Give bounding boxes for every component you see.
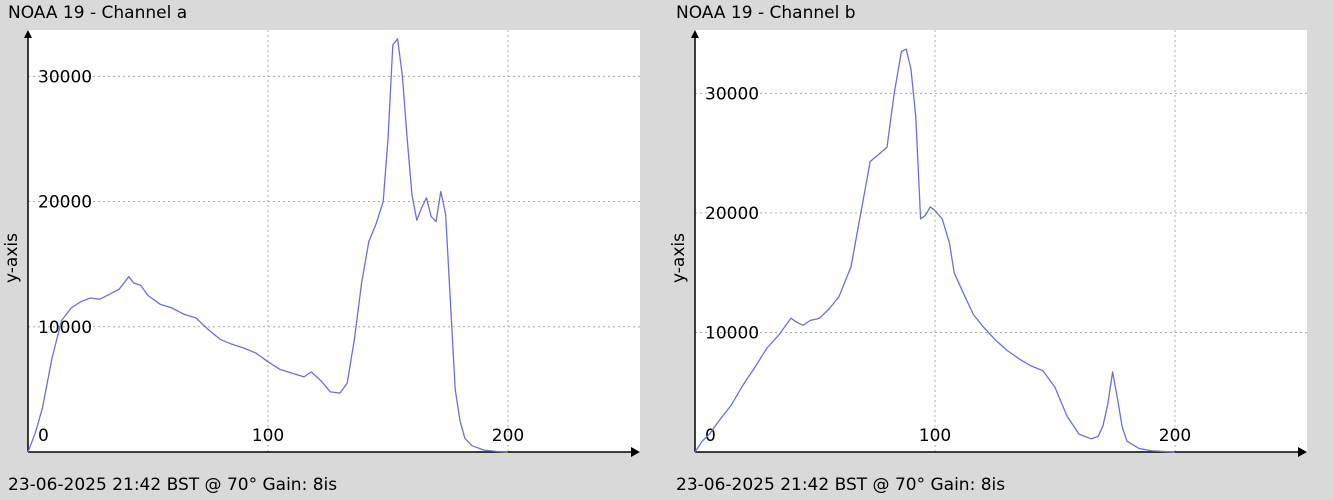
y-tick-label-b-30000: 30000	[705, 84, 759, 104]
y-axis-label-b: y-axis	[669, 233, 689, 283]
chart-b: 0 100 200 10000 20000 30000 y-axis	[669, 30, 1307, 457]
chart-footer-suffix-a: is	[323, 475, 338, 495]
y-tick-label-a-20000: 20000	[38, 193, 92, 213]
series-line-a-0	[27, 38, 509, 453]
series-line-b-0	[694, 48, 1176, 453]
x-axis-arrow-b	[1298, 447, 1307, 457]
plot-area-a	[28, 30, 640, 452]
chart-footer-suffix-b: is	[991, 475, 1006, 495]
chart-footer-b: 23-06-2025 21:42 BST @ 70° Gain: 8is	[676, 475, 1005, 495]
x-tick-label-b-0: 0	[705, 426, 716, 446]
chart-footer-main-b: 23-06-2025 21:42 BST @ 70° Gain: 8	[676, 475, 992, 495]
y-axis-arrow-b	[691, 30, 699, 38]
chart-title-b: NOAA 19 - Channel b	[676, 3, 856, 23]
x-tick-label-b-200: 200	[1159, 426, 1191, 446]
x-axis-arrow-a	[631, 447, 640, 457]
x-tick-label-a-100: 100	[252, 426, 284, 446]
y-tick-label-a-10000: 10000	[38, 318, 92, 338]
chart-title-a: NOAA 19 - Channel a	[8, 3, 188, 23]
y-tick-label-b-20000: 20000	[705, 204, 759, 224]
x-tick-label-a-200: 200	[492, 426, 524, 446]
y-tick-label-a-30000: 30000	[38, 67, 92, 87]
x-tick-label-a-0: 0	[38, 426, 49, 446]
y-axis-arrow-a	[24, 30, 32, 38]
y-tick-label-b-10000: 10000	[705, 323, 759, 343]
chart-footer-a: 23-06-2025 21:42 BST @ 70° Gain: 8is	[8, 475, 337, 495]
plot-area-b	[695, 30, 1307, 452]
y-axis-label-a: y-axis	[2, 233, 22, 283]
chart-footer-main-a: 23-06-2025 21:42 BST @ 70° Gain: 8	[8, 475, 324, 495]
x-tick-label-b-100: 100	[919, 426, 951, 446]
chart-a: 0 100 200 10000 20000 30000 y-axis	[2, 30, 640, 457]
